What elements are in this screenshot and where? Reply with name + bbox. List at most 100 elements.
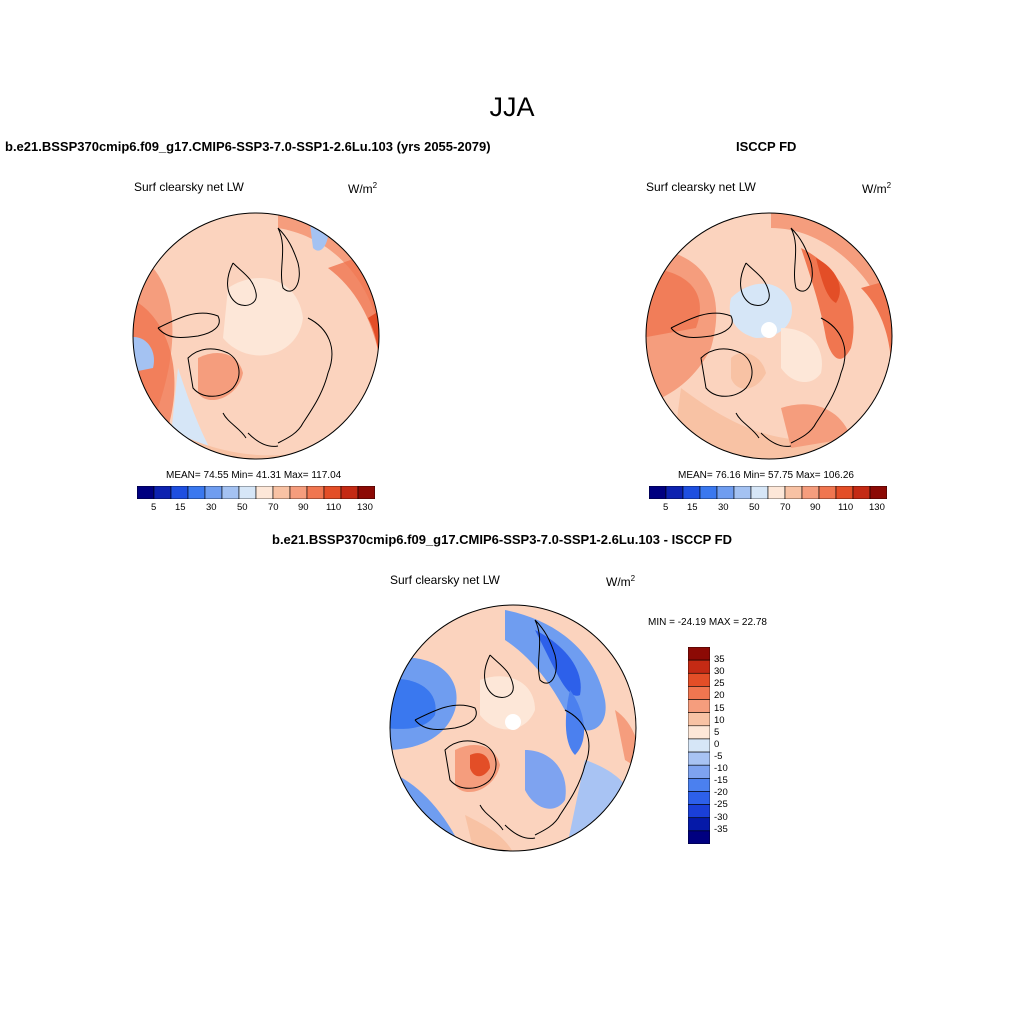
panel-3-tick-label: 10 <box>714 715 725 726</box>
colorbar-box <box>649 486 667 499</box>
panel-1-units: W/m2 <box>348 181 378 196</box>
panel-1-coastlines <box>157 227 333 447</box>
panel-3-tick-label: 15 <box>714 703 725 714</box>
colorbar-box <box>306 486 325 499</box>
colorbar-box <box>682 486 701 499</box>
colorbar-box <box>688 647 710 661</box>
colorbar-box <box>688 712 710 727</box>
colorbar-box <box>852 486 871 499</box>
panel-2-tick-label: 15 <box>687 502 698 513</box>
colorbar-box <box>688 699 710 713</box>
colorbar-box <box>665 486 684 499</box>
panel-2-colorbar <box>649 486 887 499</box>
colorbar-box <box>323 486 342 499</box>
panel-1-tick-label: 70 <box>268 502 279 513</box>
panel-3-colorbar <box>688 647 710 844</box>
colorbar-box <box>835 486 854 499</box>
colorbar-box <box>688 817 710 832</box>
colorbar-box <box>688 804 710 819</box>
panel-3-tick-label: -15 <box>714 775 728 786</box>
panel-2-field <box>646 213 892 459</box>
panel-3-tick-label: 30 <box>714 666 725 677</box>
colorbar-box <box>688 791 710 805</box>
colorbar-box <box>688 764 710 779</box>
panel-1-tick-label: 15 <box>175 502 186 513</box>
colorbar-box <box>688 751 710 766</box>
panel-3-polar-map <box>389 604 637 852</box>
panel-2-tick-label: 50 <box>749 502 760 513</box>
colorbar-box <box>357 486 375 499</box>
panel-1-tick-label: 5 <box>151 502 157 513</box>
panel-3-tick-label: 35 <box>714 654 725 665</box>
colorbar-box <box>688 725 710 740</box>
colorbar-box <box>688 672 710 687</box>
panel-1-polar-map <box>132 212 380 460</box>
panel-3-tick-label: 20 <box>714 690 725 701</box>
panel-1-colorbar-boxes <box>137 486 375 499</box>
panel-2-variable-label: Surf clearsky net LW <box>646 180 756 194</box>
colorbar-box <box>255 486 274 499</box>
panel-1-tick-label: 30 <box>206 502 217 513</box>
panel-3-tick-label: -20 <box>714 787 728 798</box>
panel-3-tick-label: -5 <box>714 751 723 762</box>
colorbar-box <box>688 830 710 844</box>
panel-2-coastlines <box>670 227 846 447</box>
colorbar-box <box>688 778 710 792</box>
panel-1-tick-label: 110 <box>326 502 342 513</box>
panel-1-stats: MEAN= 74.55 Min= 41.31 Max= 117.04 <box>166 470 342 481</box>
colorbar-box <box>289 486 308 499</box>
colorbar-box <box>784 486 803 499</box>
colorbar-box <box>153 486 172 499</box>
panel-3-tick-label: 0 <box>714 739 720 750</box>
colorbar-box <box>869 486 887 499</box>
panel-2-tick-label: 5 <box>663 502 669 513</box>
colorbar-box <box>688 738 710 753</box>
panel-3-tick-label: -25 <box>714 799 728 810</box>
colorbar-box <box>801 486 820 499</box>
colorbar-box <box>688 659 710 674</box>
colorbar-box <box>272 486 291 499</box>
panel-3-variable-label: Surf clearsky net LW <box>390 573 500 587</box>
colorbar-box <box>204 486 223 499</box>
panel-3-coastlines <box>414 619 590 839</box>
panel-3-tick-label: 25 <box>714 678 725 689</box>
panel-2-tick-label: 70 <box>780 502 791 513</box>
panel-1-tick-label: 130 <box>357 502 373 513</box>
panel-1-field <box>133 213 379 459</box>
panel-3-tick-label: 5 <box>714 727 720 738</box>
panel-2-polar-map <box>645 212 893 460</box>
panel-2-pole-hole <box>761 322 777 338</box>
panel-3-title: b.e21.BSSP370cmip6.f09_g17.CMIP6-SSP3-7.… <box>272 532 733 547</box>
panel-2-tick-label: 130 <box>869 502 885 513</box>
panel-3-pole-hole <box>505 714 521 730</box>
panel-3-tick-label: -10 <box>714 763 728 774</box>
panel-1-colorbar-ticks: 5 15 30 50 70 90 110 130 <box>0 502 1024 516</box>
colorbar-box <box>137 486 155 499</box>
figure-title: JJA <box>489 92 535 122</box>
panel-1-tick-label: 90 <box>298 502 309 513</box>
panel-1-tick-label: 50 <box>237 502 248 513</box>
colorbar-box <box>221 486 240 499</box>
panel-1-variable-label: Surf clearsky net LW <box>134 180 244 194</box>
panel-3-colorbar-boxes <box>688 647 710 844</box>
colorbar-box <box>187 486 206 499</box>
panel-2-tick-label: 30 <box>718 502 729 513</box>
panel-2-tick-label: 90 <box>810 502 821 513</box>
panel-3-stats: MIN = -24.19 MAX = 22.78 <box>648 617 767 628</box>
panel-2-units: W/m2 <box>862 181 892 196</box>
panel-2-colorbar-ticks: 5 15 30 50 70 90 110 130 <box>0 502 1024 516</box>
panel-2-stats: MEAN= 76.16 Min= 57.75 Max= 106.26 <box>678 470 854 481</box>
colorbar-box <box>818 486 837 499</box>
panel-3-tick-label: -35 <box>714 824 728 835</box>
panel-1-title: b.e21.BSSP370cmip6.f09_g17.CMIP6-SSP3-7.… <box>5 139 491 154</box>
panel-2-title: ISCCP FD <box>736 139 797 154</box>
panel-3-colorbar-ticks: 35 30 25 20 15 10 5 0 -5 -10 -15 -20 -25… <box>714 0 774 1024</box>
panel-1-colorbar <box>137 486 375 499</box>
colorbar-box <box>170 486 189 499</box>
panel-2-colorbar-boxes <box>649 486 887 499</box>
panel-3-tick-label: -30 <box>714 812 728 823</box>
colorbar-box <box>688 686 710 700</box>
panel-3-units: W/m2 <box>606 574 636 589</box>
colorbar-box <box>340 486 359 499</box>
colorbar-box <box>238 486 257 499</box>
